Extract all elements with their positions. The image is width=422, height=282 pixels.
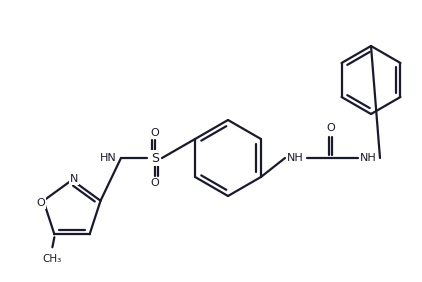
Text: O: O <box>327 123 335 133</box>
Text: O: O <box>151 128 160 138</box>
Text: N: N <box>70 174 78 184</box>
Text: NH: NH <box>287 153 303 163</box>
Text: HN: HN <box>100 153 116 163</box>
Text: S: S <box>151 151 159 164</box>
Text: O: O <box>151 178 160 188</box>
Text: NH: NH <box>360 153 376 163</box>
Text: O: O <box>36 198 45 208</box>
Text: CH₃: CH₃ <box>43 254 62 264</box>
